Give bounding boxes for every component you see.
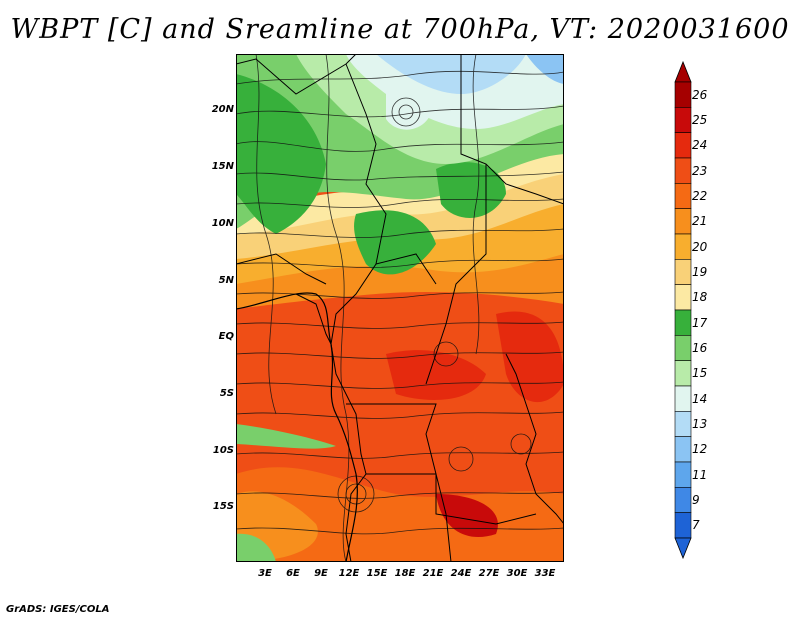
shade-green-sw: [236, 533, 276, 562]
colorbar-bottom-arrow: [674, 537, 692, 560]
lon-label-18e: 18E: [394, 568, 416, 579]
lat-label-20n: 20N: [211, 104, 234, 115]
map-frame: [236, 54, 564, 562]
grads-credit: GrADS: IGES/COLA: [6, 604, 110, 615]
colorbar-segment: [674, 335, 692, 361]
lon-label-30e: 30E: [506, 568, 528, 579]
colorbar-label: 18: [692, 290, 708, 305]
colorbar-segment: [674, 81, 692, 108]
colorbar-label: 25: [692, 113, 708, 127]
colorbar-label: 12: [692, 442, 708, 457]
colorbar-label: 15: [692, 366, 708, 381]
lon-label-15e: 15E: [366, 568, 388, 579]
colorbar-label: 21: [692, 214, 708, 229]
colorbar-segment: [674, 487, 692, 513]
lat-label-eq: EQ: [218, 331, 234, 342]
colorbar-label: 19: [692, 265, 708, 279]
shade-blue-northeast: [526, 54, 564, 84]
shade-green-sw-strip: [236, 424, 336, 449]
colorbar-segment: [674, 436, 692, 463]
colorbar-segment: [674, 157, 692, 184]
colorbar-segment: [674, 360, 692, 387]
colorbar-label: 7: [692, 518, 700, 533]
lon-label-6e: 6E: [286, 568, 300, 579]
colorbar-label: 22: [692, 189, 708, 203]
colorbar-label: 17: [692, 315, 708, 330]
coastline: [236, 292, 358, 562]
colorbar-segment: [674, 284, 692, 311]
colorbar-segment: [674, 309, 692, 336]
colorbar-segment: [674, 208, 692, 235]
shade-red-center: [386, 350, 486, 400]
streamlines: [236, 54, 564, 562]
colorbar-segment: [674, 132, 692, 159]
colorbar-label: 20: [692, 239, 708, 254]
colorbar-segment: [674, 385, 692, 412]
shade-red-south: [436, 494, 498, 538]
lon-label-12e: 12E: [338, 568, 360, 579]
lon-label-9e: 9E: [314, 568, 328, 579]
colorbar-segment: [674, 512, 692, 539]
colorbar-label: 14: [692, 391, 708, 406]
shade-blue-north: [376, 54, 526, 94]
map-panel: [236, 54, 564, 562]
colorbar-label: 11: [692, 467, 708, 482]
colorbar-segment: [674, 259, 692, 285]
shade-paleyellow-band: [236, 149, 564, 234]
colorbar-segment: [674, 233, 692, 260]
lon-label-3e: 3E: [258, 568, 272, 579]
colorbar: [674, 60, 692, 560]
lat-label-15n: 15N: [211, 161, 234, 172]
lon-label-24e: 24E: [450, 568, 472, 579]
lat-label-10n: 10N: [211, 218, 234, 229]
shade-darkgreen-center: [354, 210, 436, 275]
colorbar-segment: [674, 183, 692, 209]
colorbar-label: 24: [692, 138, 708, 153]
colorbar-label: 13: [692, 417, 708, 431]
shade-red-east: [496, 311, 564, 403]
shade-blue-eddy: [386, 90, 431, 130]
lon-label-33e: 33E: [534, 568, 556, 579]
lon-label-21e: 21E: [422, 568, 444, 579]
lat-label-15s: 15S: [212, 501, 234, 512]
lat-label-10s: 10S: [212, 445, 234, 456]
lat-label-5n: 5N: [218, 275, 234, 286]
lat-label-5s: 5S: [219, 388, 234, 399]
colorbar-label: 23: [692, 163, 708, 178]
shade-orange-south: [236, 467, 564, 562]
colorbar-label: 9: [692, 493, 700, 507]
chart-title: WBPT [C] and Sreamline at 700hPa, VT: 20…: [10, 14, 790, 45]
country-borders: [236, 54, 564, 562]
colorbar-segment: [674, 107, 692, 133]
colorbar-label: 26: [692, 87, 708, 102]
colorbar-top-arrow: [674, 60, 692, 83]
lon-label-27e: 27E: [478, 568, 500, 579]
colorbar-segment: [674, 411, 692, 437]
colorbar-segment: [674, 461, 692, 488]
colorbar-label: 16: [692, 341, 708, 355]
